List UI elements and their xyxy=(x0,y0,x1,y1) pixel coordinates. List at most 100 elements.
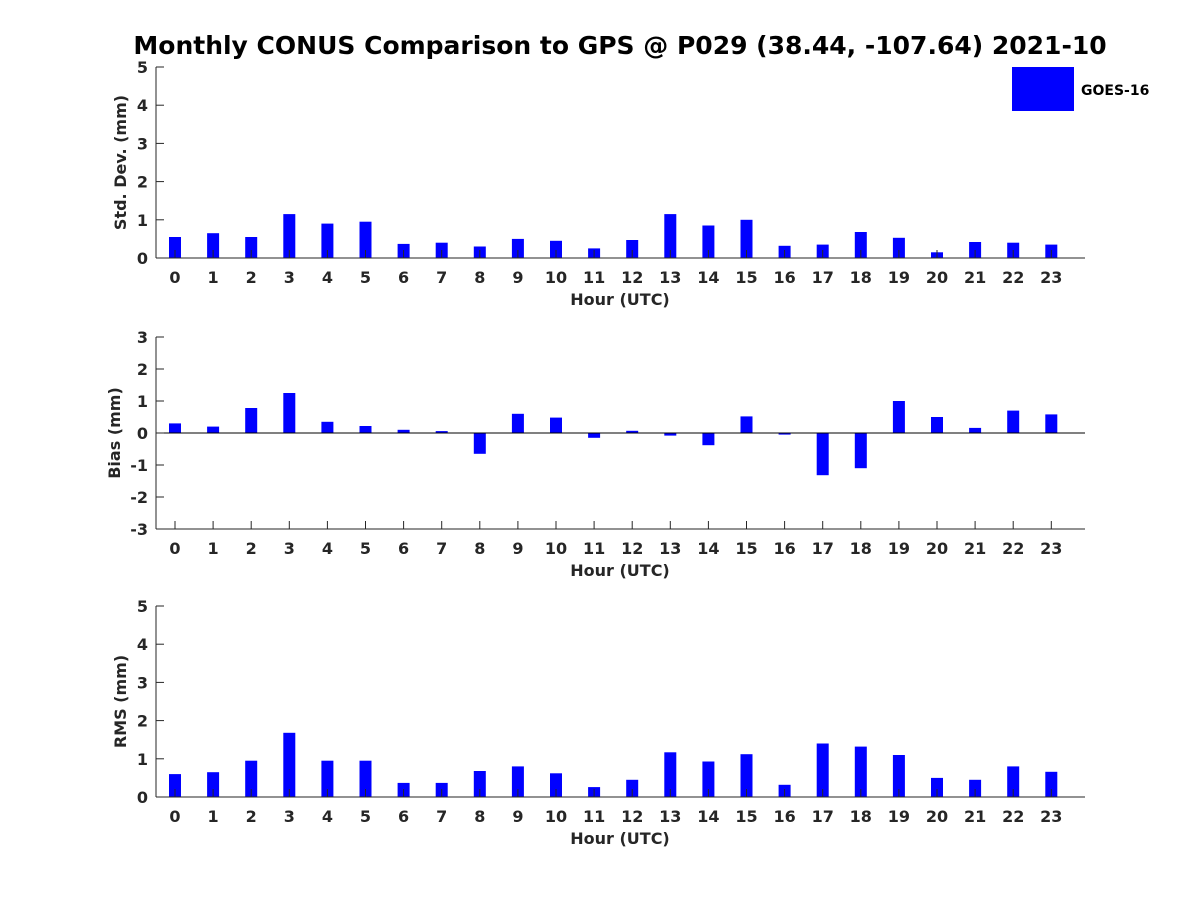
legend: GOES-16 xyxy=(1012,67,1149,111)
std-dev-x-tick-label: 18 xyxy=(850,268,872,287)
std-dev-x-tick-label: 10 xyxy=(545,268,567,287)
bias-x-tick-label: 17 xyxy=(812,539,834,558)
bias-bar-21 xyxy=(969,427,982,433)
rms-x-tick-label: 12 xyxy=(621,807,643,826)
rms-x-tick-label: 0 xyxy=(169,807,180,826)
rms-bar-17 xyxy=(816,743,829,797)
bias-bar-13 xyxy=(664,433,677,436)
std-dev-x-tick-label: 0 xyxy=(169,268,180,287)
rms-x-tick-label: 3 xyxy=(284,807,295,826)
bias-x-tick-label: 20 xyxy=(926,539,948,558)
bias-y-tick-label: 1 xyxy=(137,392,148,411)
std-dev-y-axis-label: Std. Dev. (mm) xyxy=(111,95,130,230)
std-dev-y-tick-label: 0 xyxy=(137,249,148,268)
std-dev-x-tick-label: 15 xyxy=(735,268,757,287)
rms-x-tick-label: 22 xyxy=(1002,807,1024,826)
legend-swatch xyxy=(1012,67,1074,111)
std-dev-bar-3 xyxy=(283,214,296,258)
rms-bar-22 xyxy=(1007,766,1020,797)
bias-bar-10 xyxy=(550,417,562,433)
std-dev-x-tick-label: 11 xyxy=(583,268,605,287)
std-dev-bar-1 xyxy=(207,233,220,258)
std-dev-bar-19 xyxy=(892,237,905,258)
rms-bar-14 xyxy=(702,761,715,797)
bias-x-axis-label: Hour (UTC) xyxy=(570,561,670,580)
rms-y-axis-label: RMS (mm) xyxy=(111,655,130,748)
bias-x-tick-label: 8 xyxy=(474,539,485,558)
bias-x-tick-label: 21 xyxy=(964,539,986,558)
rms-bar-8 xyxy=(473,771,486,797)
bias-bar-11 xyxy=(588,433,601,438)
bias-bar-3 xyxy=(283,393,296,433)
std-dev-bar-15 xyxy=(740,219,753,258)
bias-bar-9 xyxy=(511,413,524,433)
rms-x-tick-label: 17 xyxy=(812,807,834,826)
std-dev-bar-10 xyxy=(550,240,562,258)
rms-bar-12 xyxy=(626,779,639,797)
rms-y-tick-label: 3 xyxy=(137,673,148,692)
bias-bar-20 xyxy=(931,417,943,433)
rms-x-tick-label: 5 xyxy=(360,807,371,826)
rms-y-tick-label: 1 xyxy=(137,750,148,769)
std-dev-x-tick-label: 2 xyxy=(246,268,257,287)
bias-x-tick-label: 3 xyxy=(284,539,295,558)
std-dev-x-axis-label: Hour (UTC) xyxy=(570,290,670,309)
rms-y-tick-label: 5 xyxy=(137,597,148,616)
std-dev-x-tick-label: 4 xyxy=(322,268,333,287)
rms-x-tick-label: 2 xyxy=(246,807,257,826)
rms-x-tick-label: 15 xyxy=(735,807,757,826)
bias-bar-15 xyxy=(740,416,753,433)
rms-x-tick-label: 19 xyxy=(888,807,910,826)
bias-x-tick-label: 23 xyxy=(1040,539,1062,558)
std-dev-bar-12 xyxy=(626,240,639,258)
rms-x-tick-label: 23 xyxy=(1040,807,1062,826)
std-dev-x-tick-label: 6 xyxy=(398,268,409,287)
rms-x-tick-label: 1 xyxy=(208,807,219,826)
rms-bar-5 xyxy=(359,760,372,797)
rms-x-tick-label: 20 xyxy=(926,807,948,826)
bias-x-tick-label: 10 xyxy=(545,539,567,558)
bias-x-tick-label: 14 xyxy=(697,539,719,558)
rms-bar-18 xyxy=(854,746,867,797)
rms-x-tick-label: 21 xyxy=(964,807,986,826)
std-dev-x-tick-label: 17 xyxy=(812,268,834,287)
rms-y-tick-label: 4 xyxy=(137,635,148,654)
std-dev-x-tick-label: 23 xyxy=(1040,268,1062,287)
bias-bar-16 xyxy=(778,433,791,435)
rms-bar-13 xyxy=(664,752,677,797)
std-dev-x-tick-label: 12 xyxy=(621,268,643,287)
std-dev-bar-13 xyxy=(664,214,677,258)
rms-x-tick-label: 7 xyxy=(436,807,447,826)
std-dev-bar-5 xyxy=(359,221,372,258)
std-dev-bar-4 xyxy=(321,223,334,258)
rms-y-tick-label: 0 xyxy=(137,788,148,807)
rms-bar-1 xyxy=(207,772,220,797)
rms-y-tick-label: 2 xyxy=(137,712,148,731)
std-dev-x-tick-label: 21 xyxy=(964,268,986,287)
bias-bar-19 xyxy=(892,401,905,433)
std-dev-bar-18 xyxy=(854,232,867,258)
bias-bar-6 xyxy=(397,429,410,433)
std-dev-y-tick-label: 2 xyxy=(137,173,148,192)
bias-x-tick-label: 0 xyxy=(169,539,180,558)
legend-label: GOES-16 xyxy=(1081,83,1149,99)
bias-y-tick-label: 0 xyxy=(137,424,148,443)
std-dev-x-tick-label: 5 xyxy=(360,268,371,287)
bias-x-tick-label: 1 xyxy=(208,539,219,558)
rms-bar-20 xyxy=(931,777,943,797)
std-dev-bar-9 xyxy=(511,238,524,258)
rms-bar-21 xyxy=(969,779,982,797)
bias-bar-17 xyxy=(816,433,829,476)
rms-bar-19 xyxy=(892,755,905,797)
rms-bar-23 xyxy=(1045,771,1058,797)
rms-bar-9 xyxy=(511,766,524,797)
rms-x-tick-label: 16 xyxy=(773,807,795,826)
bias-x-tick-label: 19 xyxy=(888,539,910,558)
bias-x-tick-label: 12 xyxy=(621,539,643,558)
std-dev-x-tick-label: 7 xyxy=(436,268,447,287)
bias-bar-1 xyxy=(207,426,220,433)
rms-x-tick-label: 11 xyxy=(583,807,605,826)
bias-y-tick-label: -3 xyxy=(130,520,148,539)
